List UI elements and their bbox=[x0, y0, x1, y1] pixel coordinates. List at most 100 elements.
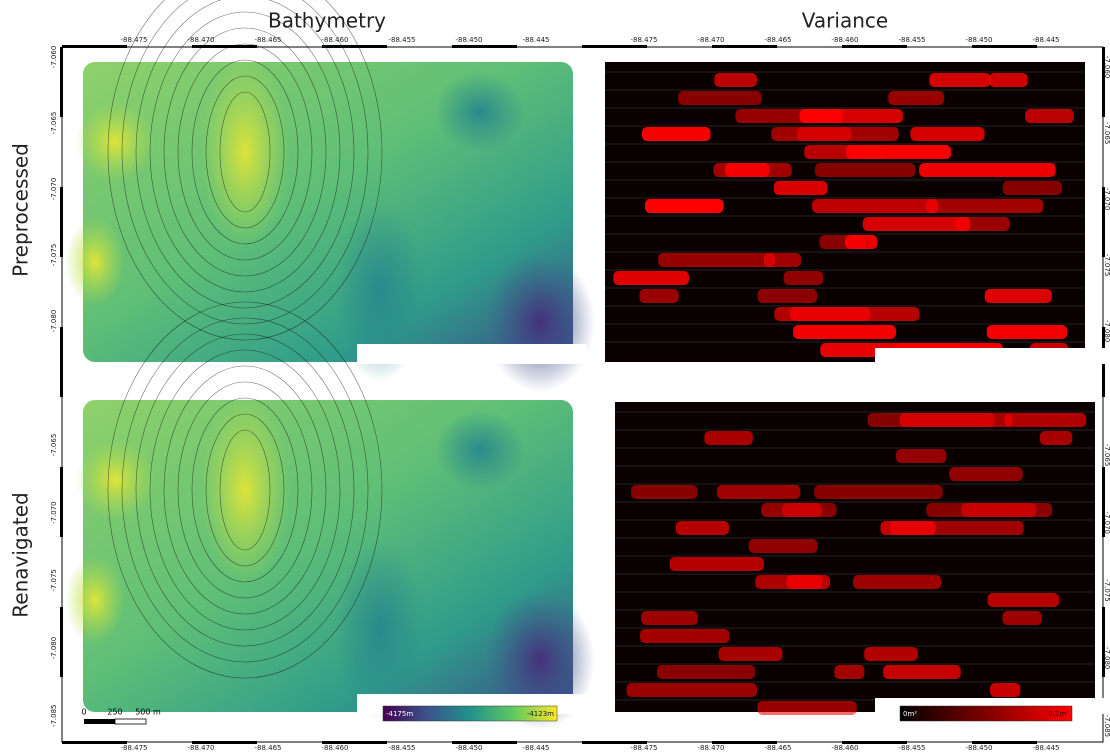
lat-tick-label: -7.080 bbox=[1103, 647, 1110, 670]
contour bbox=[177, 381, 313, 599]
low bbox=[435, 72, 525, 152]
variance-patch bbox=[669, 557, 764, 571]
variance-patch bbox=[675, 521, 730, 535]
contour bbox=[191, 59, 299, 245]
variance-patch bbox=[735, 109, 826, 123]
variance-patch bbox=[789, 307, 920, 321]
frame-segment bbox=[1102, 47, 1105, 117]
mask bbox=[357, 344, 587, 364]
variance-patch bbox=[773, 181, 828, 195]
variance-patch bbox=[613, 271, 689, 285]
contour bbox=[107, 0, 383, 341]
variance-map bbox=[605, 62, 1105, 364]
variance-patch bbox=[812, 199, 939, 213]
variance-patch bbox=[626, 683, 758, 697]
variance-patch bbox=[725, 163, 770, 177]
contour bbox=[135, 333, 355, 647]
lon-tick-label: -88.465 bbox=[254, 744, 281, 752]
lon-tick-label: -88.450 bbox=[455, 36, 482, 44]
high bbox=[200, 57, 290, 247]
variance-patch bbox=[834, 665, 865, 679]
colorbar-label: -4175m bbox=[386, 710, 413, 718]
lat-tick-label: -7.065 bbox=[1103, 122, 1110, 145]
variance-patch bbox=[748, 539, 818, 553]
variance-patch bbox=[640, 629, 730, 643]
contour bbox=[149, 11, 341, 293]
frame-segment bbox=[452, 45, 517, 48]
frame-segment bbox=[192, 741, 257, 744]
frame-segment bbox=[712, 45, 777, 48]
bathymetry-map bbox=[65, 0, 595, 392]
frame-segment bbox=[712, 741, 777, 744]
variance-patch bbox=[910, 127, 985, 141]
contour bbox=[135, 0, 355, 309]
lat-tick-label: -7.060 bbox=[1103, 56, 1110, 79]
frame-segment bbox=[972, 45, 1037, 48]
variance-patch bbox=[889, 521, 1024, 535]
variance-patch bbox=[853, 575, 942, 589]
lon-tick-label: -88.470 bbox=[187, 744, 214, 752]
lon-tick-label: -88.470 bbox=[697, 744, 724, 752]
column-title: Bathymetry bbox=[268, 9, 386, 33]
lat-tick-label: -7.065 bbox=[50, 112, 58, 135]
lon-tick-label: -88.460 bbox=[321, 36, 348, 44]
variance-map bbox=[615, 402, 1105, 715]
lat-tick-label: -7.085 bbox=[1103, 715, 1110, 738]
scale-bar bbox=[114, 718, 147, 725]
contour bbox=[163, 365, 327, 615]
variance-patch bbox=[986, 325, 1068, 339]
lon-tick-label: -88.455 bbox=[388, 744, 415, 752]
lon-tick-label: -88.465 bbox=[764, 36, 791, 44]
lon-tick-label: -88.465 bbox=[764, 744, 791, 752]
contour bbox=[177, 43, 313, 261]
lon-tick-label: -88.445 bbox=[1032, 36, 1059, 44]
scale-label: 0 bbox=[81, 708, 86, 717]
variance-patch bbox=[896, 449, 947, 463]
variance-patch bbox=[1002, 611, 1042, 625]
variance-patch bbox=[757, 289, 818, 303]
frame-segment bbox=[322, 741, 387, 744]
high bbox=[65, 217, 125, 307]
lon-tick-label: -88.450 bbox=[965, 36, 992, 44]
frame-segment bbox=[60, 467, 63, 537]
colorbar-label: 0m² bbox=[903, 710, 917, 718]
frame-segment bbox=[972, 741, 1037, 744]
low bbox=[435, 410, 525, 490]
frame-segment bbox=[60, 47, 63, 117]
lat-tick-label: -7.065 bbox=[1103, 444, 1110, 467]
scale-bar bbox=[84, 719, 115, 724]
variance-patch bbox=[826, 109, 903, 123]
variance-patch bbox=[641, 611, 698, 625]
lon-tick-label: -88.475 bbox=[630, 744, 657, 752]
colorbar bbox=[382, 705, 558, 722]
lon-tick-label: -88.475 bbox=[120, 36, 147, 44]
variance-patch bbox=[704, 431, 753, 445]
variance-patch bbox=[929, 73, 991, 87]
frame-segment bbox=[60, 187, 63, 257]
variance-patch bbox=[990, 683, 1021, 697]
variance-patch bbox=[658, 253, 776, 267]
panels bbox=[65, 0, 1105, 730]
variance-patch bbox=[714, 73, 757, 87]
variance-patch bbox=[656, 665, 756, 679]
variance-patch bbox=[793, 325, 896, 339]
lat-tick-label: -7.080 bbox=[50, 310, 58, 333]
variance-patch bbox=[883, 665, 961, 679]
contour bbox=[219, 429, 271, 551]
lon-tick-label: -88.470 bbox=[697, 36, 724, 44]
frame-segment bbox=[582, 741, 647, 744]
variance-patch bbox=[814, 485, 943, 499]
variance-patch bbox=[716, 485, 801, 499]
lon-tick-label: -88.460 bbox=[831, 744, 858, 752]
low bbox=[335, 202, 425, 382]
lat-tick-label: -7.080 bbox=[50, 637, 58, 660]
variance-patch bbox=[954, 217, 1010, 231]
mask bbox=[875, 348, 1105, 364]
lon-tick-label: -88.455 bbox=[898, 36, 925, 44]
high bbox=[200, 395, 290, 585]
lon-tick-label: -88.455 bbox=[388, 36, 415, 44]
variance-patch bbox=[631, 485, 698, 499]
high bbox=[75, 102, 155, 182]
variance-patch bbox=[804, 145, 883, 159]
variance-patch bbox=[678, 91, 762, 105]
